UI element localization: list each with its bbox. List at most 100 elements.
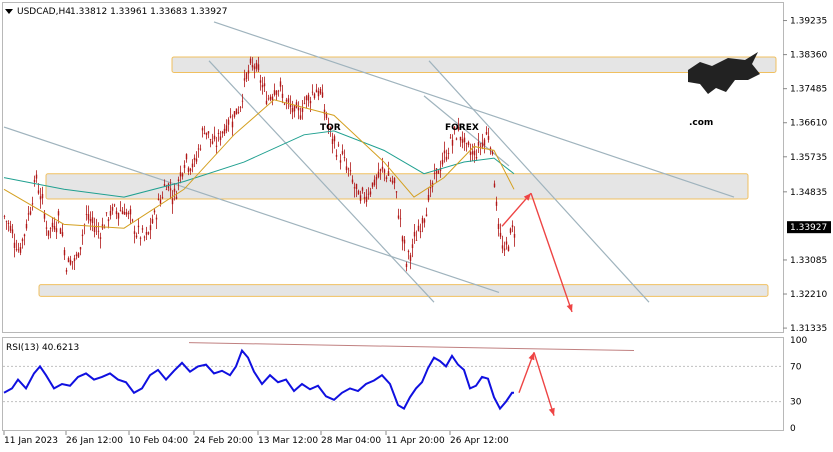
candle-body (199, 148, 202, 150)
candle-body (99, 237, 102, 239)
candle-body (103, 227, 106, 229)
candle-body (65, 270, 68, 272)
candle-body (387, 171, 390, 176)
candle-body (411, 244, 414, 249)
candle-body (29, 211, 32, 215)
candle-body (47, 230, 50, 236)
candle-body (427, 194, 430, 201)
candle-body (473, 150, 476, 156)
candle-body (397, 215, 400, 219)
candle-body (349, 170, 352, 172)
candle-body (31, 203, 34, 205)
channel-line (423, 95, 510, 167)
rsi-tick-label: 100 (790, 336, 807, 346)
candle-body (407, 250, 410, 253)
candle-body (385, 177, 388, 180)
candle-body (405, 263, 408, 268)
candle-body (421, 217, 424, 224)
candle-body (477, 142, 480, 146)
candle-body (27, 213, 30, 215)
candle-body (487, 136, 490, 140)
candle-body (113, 204, 116, 206)
candle-body (61, 232, 64, 236)
candle-body (463, 137, 466, 143)
candle-body (13, 242, 16, 248)
candle-body (351, 179, 354, 183)
time-tick-label: 26 Jan 12:00 (66, 436, 123, 446)
candle-body (495, 201, 498, 206)
moving-average-fast (3, 99, 515, 229)
candle-body (329, 127, 332, 130)
candle-body (203, 133, 206, 134)
time-tick-label: 28 Mar 04:00 (321, 436, 381, 446)
candle-body (285, 99, 288, 102)
candle-body (141, 228, 144, 230)
candle-body (321, 92, 324, 98)
candle-body (53, 226, 56, 230)
candle-body (195, 158, 198, 162)
price-forecast-arrows (501, 192, 573, 313)
price-zone (38, 284, 769, 297)
candle-body (291, 107, 294, 113)
candle-body (5, 221, 8, 223)
candle-body (3, 215, 6, 217)
candle-body (307, 94, 310, 101)
candle-body (11, 229, 14, 234)
candle-body (437, 170, 440, 174)
candle-body (197, 148, 200, 150)
candle-body (369, 191, 372, 195)
candle-body (229, 116, 232, 118)
price-tick-label: 1.38360 (790, 51, 827, 61)
torforex-logo: TOR FOREX .com (320, 52, 760, 133)
candle-body (143, 236, 146, 238)
rsi-forecast-arrows (518, 352, 555, 416)
candle-body (471, 151, 474, 155)
logo-part-1: TOR (320, 123, 341, 133)
candle-body (419, 231, 422, 233)
price-tick-label: 1.36610 (790, 119, 827, 129)
candle-body (305, 96, 308, 101)
candle-body (81, 234, 84, 237)
candle-body (355, 183, 358, 189)
candle-body (161, 196, 164, 198)
candle-body (235, 108, 238, 115)
rsi-trend-line (188, 342, 635, 352)
candle-body (21, 239, 24, 242)
candle-body (87, 214, 90, 220)
rsi-label: RSI(13) 40.6213 (6, 343, 79, 353)
candle-body (501, 245, 504, 249)
candle-body (373, 179, 376, 186)
candle-body (223, 128, 226, 134)
rsi-line (3, 348, 514, 411)
candle-body (295, 102, 298, 108)
candle-body (233, 111, 236, 117)
candle-body (37, 190, 40, 194)
candle-body (271, 96, 274, 101)
candle-body (367, 193, 370, 195)
candle-body (347, 168, 350, 170)
candle-body (297, 107, 300, 111)
candle-body (283, 103, 286, 105)
dropdown-triangle-icon[interactable] (5, 9, 13, 14)
candle-body (201, 128, 204, 131)
candle-body (383, 169, 386, 173)
candle-body (185, 154, 188, 160)
candle-body (165, 189, 168, 191)
current-price-box (787, 221, 831, 234)
candle-body (265, 100, 268, 105)
candle-body (343, 157, 346, 159)
current-price-label: 1.33927 (790, 223, 827, 233)
candle-body (239, 106, 242, 108)
candle-body (73, 258, 76, 261)
rsi-forecast-arrow (533, 352, 555, 416)
candle-body (365, 196, 368, 202)
forecast-arrow-head (523, 193, 531, 201)
candle-body (255, 62, 258, 69)
candle-body (401, 236, 404, 242)
candle-body (353, 187, 356, 189)
candle-body (399, 218, 402, 220)
candle-body (119, 209, 122, 211)
candle-body (293, 105, 296, 112)
candle-body (391, 180, 394, 183)
candle-body (35, 174, 38, 179)
